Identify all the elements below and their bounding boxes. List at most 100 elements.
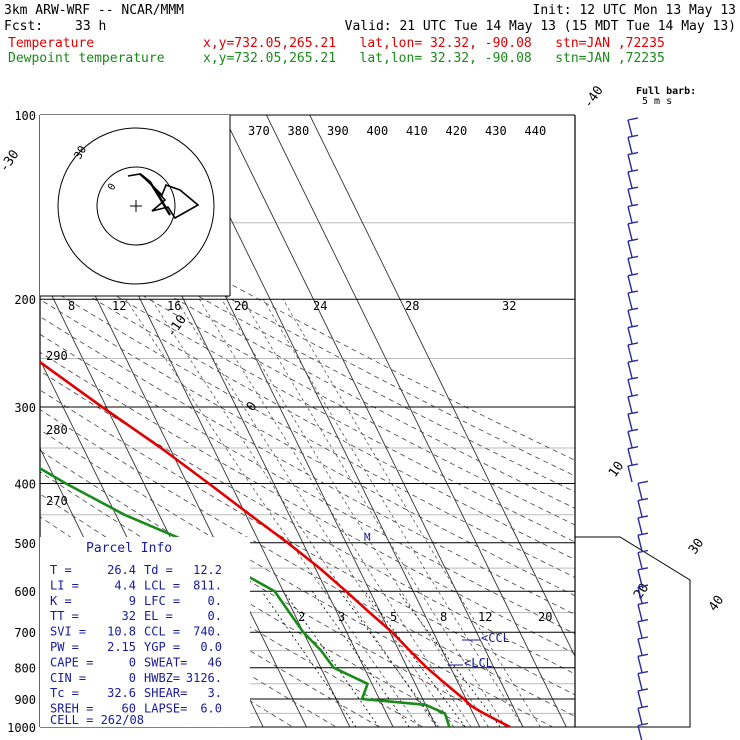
wind-barb — [627, 119, 633, 137]
wind-speed-label: 16 — [167, 299, 181, 313]
wind-barb-flag — [637, 532, 649, 536]
theta-label: 280 — [46, 423, 68, 437]
pressure-label: 100 — [14, 109, 36, 123]
wind-barb — [627, 448, 633, 465]
theta-label: 370 — [248, 124, 270, 138]
dry-adiabat — [40, 174, 575, 461]
parcel-info-label: CIN = — [50, 671, 86, 685]
wind-barb-flag — [627, 221, 639, 225]
wind-barb-flag — [627, 273, 639, 277]
wind-barb — [637, 673, 643, 690]
ccl-marker: <CCL — [481, 631, 510, 645]
wind-barbs — [627, 117, 649, 740]
parcel-info-label: HWBZ= — [144, 671, 180, 685]
parcel-info-value: 3126. — [186, 671, 222, 685]
parcel-info-label: LCL = — [144, 578, 180, 592]
wind-barb — [627, 379, 633, 396]
wind-barb — [627, 275, 633, 292]
wind-barb-flag — [627, 463, 639, 467]
wind-barb — [627, 292, 633, 310]
parcel-info-title: Parcel Info — [86, 541, 172, 556]
wind-barb-flag — [627, 411, 639, 415]
wind-barb-flag — [627, 342, 639, 346]
mixing-ratio-label: 20 — [538, 610, 552, 624]
parcel-info-label: CCL = — [144, 625, 180, 639]
theta-label: 290 — [46, 349, 68, 363]
temperature-profile — [40, 360, 511, 727]
parcel-info-value: 9 — [129, 594, 136, 608]
dry-adiabat — [40, 409, 575, 717]
mixing-ratio-label: 3 — [338, 610, 345, 624]
wind-barb — [627, 137, 633, 154]
parcel-info-value: 0. — [208, 609, 222, 623]
mixing-ratio-label: 8 — [440, 610, 447, 624]
theta-label: 420 — [446, 124, 468, 138]
parcel-info-value: 12.2 — [193, 563, 222, 577]
wind-barb — [637, 500, 643, 517]
moist-adiabat — [282, 299, 541, 727]
temperature-location: x,y=732.05,265.21 lat,lon= 32.32, -90.08… — [203, 36, 665, 51]
wind-barb — [637, 483, 643, 500]
hodograph-ring-label: 30 — [71, 144, 89, 162]
wind-barb-flag — [627, 151, 639, 156]
mixing-ratio-line — [364, 590, 466, 727]
parcel-info-label: EL = — [144, 609, 173, 623]
hodograph: 30 0 — [40, 115, 231, 297]
dry-adiabat — [40, 450, 511, 727]
mixing-ratio-label: 12 — [478, 610, 492, 624]
parcel-info-value: 740. — [193, 625, 222, 639]
isotherm-label: 0 — [244, 399, 261, 414]
pressure-label: 800 — [14, 662, 36, 676]
hodograph-ring — [57, 127, 215, 285]
isotherm-label: -30 — [0, 147, 22, 175]
init-time: Init: 12 UTC Mon 13 May 13 — [532, 3, 737, 18]
wind-barb — [637, 517, 643, 535]
mixing-ratio-line — [397, 590, 501, 727]
wind-barb-flag — [637, 515, 649, 519]
wind-barb-flag — [627, 117, 639, 121]
valid-time: Valid: 21 UTC Tue 14 May 13 (15 MDT Tue … — [344, 19, 736, 34]
pressure-label: 400 — [14, 477, 36, 491]
wind-barb — [627, 189, 633, 206]
dry-adiabat — [40, 351, 575, 655]
wind-speed-label: 24 — [313, 299, 327, 313]
wind-barb-flag — [637, 567, 649, 571]
wind-barb — [627, 310, 633, 327]
dry-adiabat — [40, 370, 575, 675]
wind-barb-flag — [637, 497, 649, 502]
theta-label: 400 — [367, 124, 389, 138]
pressure-label: 600 — [14, 585, 36, 599]
dry-adiabat — [40, 265, 575, 561]
parcel-info-label: LAPSE= — [144, 702, 187, 716]
parcel-info-value: 0. — [208, 594, 222, 608]
parcel-info-value: 6.0 — [200, 702, 222, 716]
parcel-info-bg — [40, 537, 250, 727]
parcel-info-value: 0 — [129, 671, 136, 685]
wind-barb — [637, 621, 643, 638]
parcel-info-value: 811. — [193, 578, 222, 592]
wind-barb — [627, 240, 633, 258]
wind-barb — [627, 431, 633, 448]
parcel-info-value: 32.6 — [107, 686, 136, 700]
forecast-label: Fcst: — [4, 19, 44, 34]
temperature-legend: Temperature — [8, 36, 95, 51]
parcel-info-value: 3. — [208, 686, 222, 700]
barb-key-label: Full barb: — [636, 86, 696, 97]
wind-barb-flag — [627, 376, 639, 381]
parcel-info-label: TT = — [50, 609, 79, 623]
wind-barb-flag — [637, 601, 649, 606]
parcel-info-label: T = — [50, 563, 72, 577]
wind-barb-flag — [627, 307, 639, 311]
parcel-info-label: Td = — [144, 563, 173, 577]
isotherm-label: -40 — [581, 83, 607, 111]
parcel-info-label: SHEAR= — [144, 686, 187, 700]
theta-label: 430 — [485, 124, 507, 138]
dry-adiabat — [40, 389, 575, 696]
wind-barb — [637, 725, 643, 740]
isotherm-label: 30 — [686, 536, 707, 557]
parcel-info-label: SWEAT= — [144, 655, 187, 669]
wind-barb — [627, 344, 633, 362]
wind-speed-label: 20 — [234, 299, 248, 313]
dry-adiabat — [40, 429, 554, 727]
